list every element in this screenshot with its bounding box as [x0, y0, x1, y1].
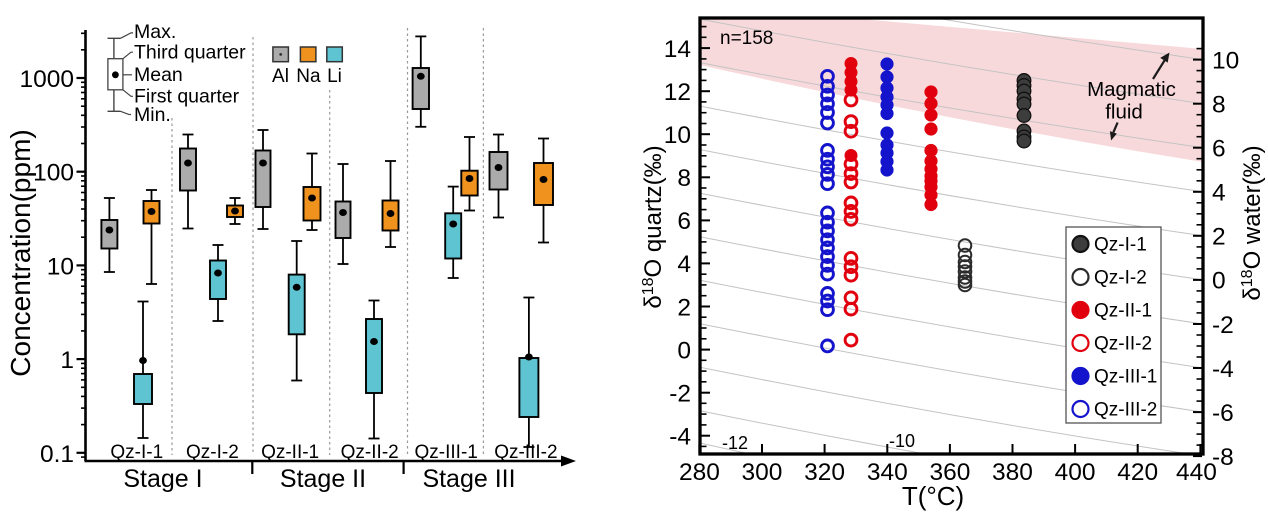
svg-text:Qz-I-2: Qz-I-2 [1094, 268, 1147, 289]
svg-text:Qz-III-2: Qz-III-2 [494, 442, 557, 463]
svg-text:Qz-I-2: Qz-I-2 [186, 442, 239, 463]
svg-text:420: 420 [1117, 459, 1158, 486]
svg-text:-4: -4 [1212, 356, 1234, 383]
svg-text:Concentration(ppm): Concentration(ppm) [5, 129, 36, 376]
svg-text:-2: -2 [669, 380, 691, 407]
svg-text:Qz-II-2: Qz-II-2 [1094, 334, 1152, 355]
svg-text:340: 340 [867, 459, 908, 486]
svg-text:0: 0 [677, 337, 691, 364]
svg-text:8: 8 [677, 165, 691, 192]
svg-text:320: 320 [804, 459, 845, 486]
svg-text:δ18O water(‰): δ18O water(‰) [1239, 145, 1266, 300]
svg-text:10: 10 [664, 122, 691, 149]
svg-text:First quarter: First quarter [134, 86, 240, 108]
svg-text:1: 1 [60, 347, 74, 374]
svg-text:6: 6 [677, 208, 691, 235]
svg-text:-2: -2 [1212, 312, 1234, 339]
svg-text:0.1: 0.1 [40, 441, 74, 468]
svg-text:T(°C): T(°C) [902, 481, 964, 511]
svg-text:Qz-II-1: Qz-II-1 [261, 442, 319, 463]
svg-text:440: 440 [1176, 459, 1217, 486]
svg-text:fluid: fluid [1105, 101, 1143, 124]
svg-text:Stage II: Stage II [280, 465, 366, 493]
svg-text:Qz-I-1: Qz-I-1 [1094, 235, 1147, 256]
svg-text:-6: -6 [1212, 400, 1234, 427]
svg-text:8: 8 [1212, 92, 1226, 119]
svg-text:2: 2 [677, 294, 691, 321]
svg-text:Min.: Min. [134, 104, 171, 126]
svg-text:-10: -10 [889, 431, 915, 451]
svg-text:10: 10 [1212, 47, 1239, 74]
svg-text:Mean: Mean [134, 64, 183, 86]
svg-text:Li: Li [327, 66, 342, 87]
svg-text:Third quarter: Third quarter [134, 42, 246, 64]
svg-text:14: 14 [664, 36, 691, 63]
svg-text:2: 2 [1212, 224, 1226, 251]
svg-text:Al: Al [272, 66, 289, 87]
svg-text:Max.: Max. [134, 21, 176, 43]
svg-text:1000: 1000 [19, 66, 74, 93]
svg-text:Qz-III-1: Qz-III-1 [1094, 367, 1157, 388]
svg-text:360: 360 [929, 459, 970, 486]
svg-text:280: 280 [679, 459, 720, 486]
svg-text:-4: -4 [669, 423, 691, 450]
svg-text:Stage III: Stage III [422, 465, 515, 493]
svg-text:Stage I: Stage I [123, 465, 202, 493]
svg-text:Qz-III-1: Qz-III-1 [415, 442, 478, 463]
svg-text:Qz-III-2: Qz-III-2 [1094, 400, 1157, 421]
svg-text:4: 4 [1212, 180, 1226, 207]
svg-text:Magmatic: Magmatic [1087, 78, 1176, 101]
svg-text:n=158: n=158 [720, 28, 773, 49]
svg-text:380: 380 [992, 459, 1033, 486]
svg-text:Qz-II-1: Qz-II-1 [1094, 301, 1152, 322]
svg-text:100: 100 [33, 160, 74, 187]
svg-text:400: 400 [1055, 459, 1096, 486]
svg-text:-8: -8 [1212, 444, 1234, 471]
svg-text:6: 6 [1212, 136, 1226, 163]
svg-text:Qz-II-2: Qz-II-2 [341, 442, 399, 463]
svg-text:-12: -12 [722, 433, 748, 453]
svg-text:Qz-I-1: Qz-I-1 [110, 442, 163, 463]
svg-text:4: 4 [677, 251, 691, 278]
svg-text:δ18O quartz(‰): δ18O quartz(‰) [640, 145, 667, 308]
svg-text:300: 300 [742, 459, 783, 486]
svg-text:10: 10 [47, 253, 74, 280]
svg-text:12: 12 [664, 79, 691, 106]
svg-text:0: 0 [1212, 268, 1226, 295]
svg-text:Na: Na [296, 66, 321, 87]
